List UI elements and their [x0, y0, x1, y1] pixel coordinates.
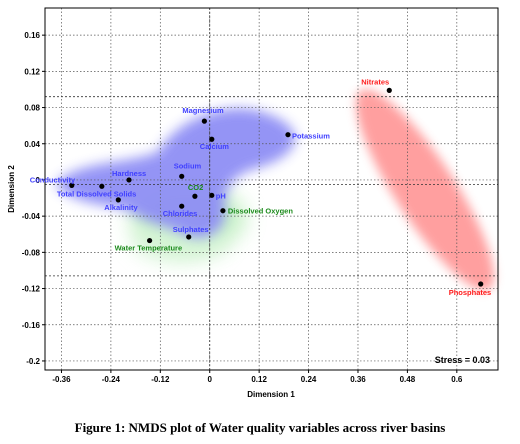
- y-tick-label: -0.2: [26, 357, 40, 366]
- y-tick-label: 0.12: [24, 67, 40, 76]
- point-label: Alkalinity: [104, 203, 138, 212]
- point-label: Sulphates: [173, 225, 209, 234]
- y-tick-label: -0.16: [22, 321, 41, 330]
- point-marker: [209, 192, 215, 198]
- point-marker: [386, 87, 392, 93]
- y-tick-label: -0.08: [22, 248, 41, 257]
- figure-caption: Figure 1: NMDS plot of Water quality var…: [74, 420, 446, 435]
- point-label: Magnesium: [182, 106, 224, 115]
- x-tick-label: -0.12: [151, 375, 170, 384]
- point-label: Total Dissolved Solids: [57, 189, 136, 198]
- point-label: Water Temperature: [115, 244, 183, 253]
- x-axis-title: Dimension 1: [247, 390, 295, 399]
- cluster-shade-red: [355, 89, 495, 291]
- point-label: Phosphates: [449, 288, 492, 297]
- y-tick-label: 0.08: [24, 104, 40, 113]
- x-tick-label: 0.24: [301, 375, 317, 384]
- point-label: Hardness: [112, 169, 146, 178]
- x-tick-label: 0.6: [451, 375, 463, 384]
- point-label: Conductivity: [30, 175, 76, 184]
- x-tick-label: 0: [208, 375, 213, 384]
- y-tick-label: 0.16: [24, 31, 40, 40]
- point-label: Sodium: [174, 161, 202, 170]
- point-marker: [115, 197, 121, 203]
- point-marker: [147, 237, 153, 244]
- y-tick-label: 0: [36, 176, 41, 185]
- point-marker: [179, 203, 185, 209]
- x-tick-label: 0.48: [400, 375, 416, 384]
- x-tick-label: -0.24: [102, 375, 121, 384]
- point-label: Potassium: [292, 132, 330, 141]
- point-label: Calcium: [200, 142, 230, 151]
- point-label: Dissolved Oxygen: [228, 207, 293, 216]
- nmds-chart: -0.36 -0.24 -0.12 0 0.12 0.24 0.36 0.48 0.6 0.16 0…: [7, 7, 499, 399]
- point-marker: [186, 234, 192, 240]
- point-marker: [126, 177, 132, 183]
- cluster-shade-blue: [55, 108, 296, 238]
- y-tick-label: -0.04: [22, 212, 41, 221]
- y-axis-title: Dimension 2: [7, 165, 16, 213]
- point-labels: Magnesium Calcium Potassium Sodium Hardness C…: [30, 77, 491, 297]
- point-marker: [209, 136, 215, 142]
- stress-label: Stress = 0.03: [435, 355, 490, 365]
- x-tick-label: 0.12: [251, 375, 267, 384]
- point-marker: [201, 118, 207, 124]
- grid-lines: [45, 8, 498, 370]
- point-marker: [220, 208, 226, 214]
- x-tick-label: 0.36: [350, 375, 366, 384]
- point-marker: [179, 173, 185, 179]
- point-marker: [69, 182, 75, 188]
- cluster-regions: [55, 89, 495, 291]
- point-label: CO2: [188, 183, 203, 192]
- point-label: Nitrates: [361, 77, 389, 86]
- axis-ticks: -0.36 -0.24 -0.12 0 0.12 0.24 0.36 0.48 0.6 0.16 0…: [22, 31, 463, 384]
- y-tick-label: 0.04: [24, 140, 40, 149]
- data-points: [69, 87, 484, 287]
- reference-lines: [45, 8, 498, 370]
- point-marker: [99, 183, 105, 189]
- point-marker: [285, 132, 291, 138]
- point-label: pH: [216, 191, 226, 200]
- x-tick-label: -0.36: [52, 375, 71, 384]
- point-marker: [478, 281, 484, 287]
- plot-frame: [44, 7, 499, 371]
- point-marker: [192, 193, 198, 199]
- point-label: Chlorides: [163, 209, 198, 218]
- y-tick-label: -0.12: [22, 285, 41, 294]
